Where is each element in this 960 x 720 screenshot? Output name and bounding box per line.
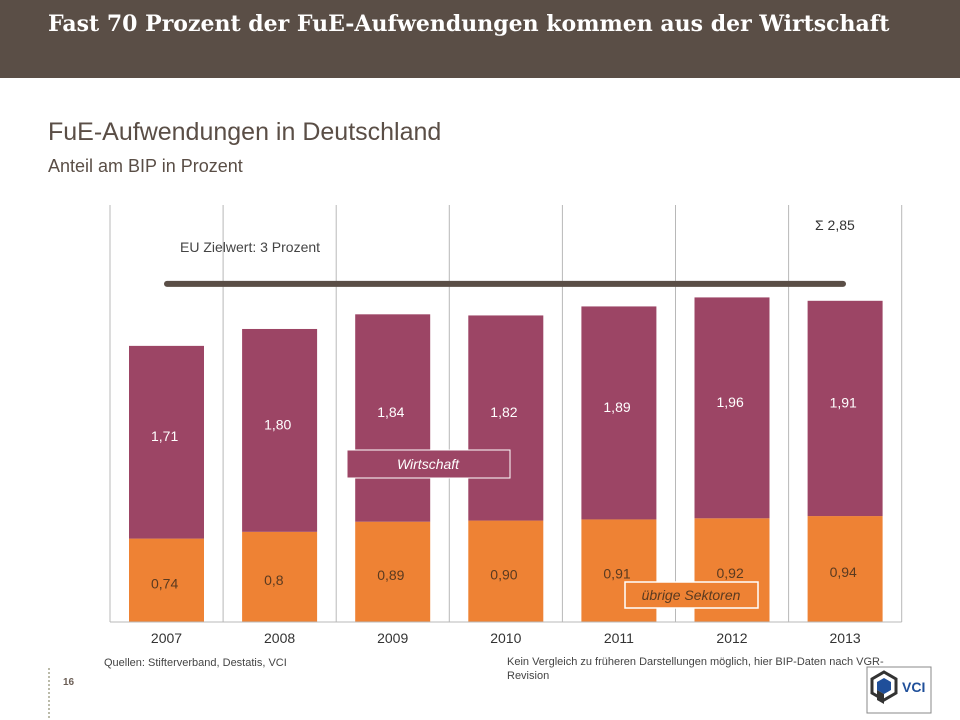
chart-title: FuE-Aufwendungen in Deutschland [48,118,442,146]
bar-segment-uebrige-sektoren [468,520,544,622]
dotted-divider [48,668,50,718]
chart-subtitle: Anteil am BIP in Prozent [48,156,243,176]
data-label-wirtschaft: 1,89 [603,399,630,415]
x-tick-label: 2012 [716,630,747,646]
bar-segment-uebrige-sektoren [807,516,883,622]
data-label-wirtschaft: 1,71 [151,428,178,444]
source-note: Quellen: Stifterverband, Destatis, VCI [104,657,287,669]
legend-label-uebrige-sektoren: übrige Sektoren [642,587,741,603]
revision-note: Kein Vergleich zu früheren Darstellungen… [507,656,884,682]
bar-segment-uebrige-sektoren [129,538,204,622]
bar-segment-wirtschaft [581,306,657,520]
data-label-wirtschaft: 1,80 [264,416,291,432]
data-label-uebrige-sektoren: 0,8 [264,572,284,588]
data-label-uebrige-sektoren: 0,94 [830,564,857,580]
page-number: 16 [63,677,75,688]
data-label-wirtschaft: 1,96 [717,394,744,410]
title-banner: Fast 70 Prozent der FuE-Aufwendungen kom… [0,0,960,78]
x-tick-label: 2011 [604,630,634,646]
bar-segment-uebrige-sektoren [355,521,431,622]
total-annotation: Σ 2,85 [815,217,855,233]
data-label-uebrige-sektoren: 0,89 [377,567,404,583]
x-tick-label: 2009 [377,630,408,646]
vci-logo: VCI [866,666,932,714]
bar-segment-wirtschaft [242,328,318,532]
bar-segment-uebrige-sektoren [242,531,318,622]
bar-segment-wirtschaft [807,300,883,517]
data-label-uebrige-sektoren: 0,91 [603,566,630,582]
x-tick-label: 2008 [264,630,295,646]
data-label-wirtschaft: 1,84 [377,404,404,420]
data-label-wirtschaft: 1,91 [830,394,857,410]
legend-label-wirtschaft: Wirtschaft [397,456,460,472]
x-tick-label: 2010 [490,630,521,646]
target-label: EU Zielwert: 3 Prozent [180,239,320,255]
data-label-wirtschaft: 1,82 [490,404,517,420]
data-label-uebrige-sektoren: 0,90 [490,566,517,582]
slide-title: Fast 70 Prozent der FuE-Aufwendungen kom… [48,11,890,37]
legend-box-wirtschaft [346,449,511,479]
logo-text: VCI [902,679,925,695]
data-label-uebrige-sektoren: 0,92 [717,565,744,581]
bar-segment-wirtschaft [694,297,770,519]
bar-segment-wirtschaft [129,345,204,539]
x-tick-label: 2007 [151,630,182,646]
data-label-uebrige-sektoren: 0,74 [151,575,178,591]
bar-segment-wirtschaft [355,314,431,522]
bar-segment-wirtschaft [468,315,544,521]
legend-box-uebrige-sektoren [624,581,759,609]
x-tick-label: 2013 [830,630,861,646]
